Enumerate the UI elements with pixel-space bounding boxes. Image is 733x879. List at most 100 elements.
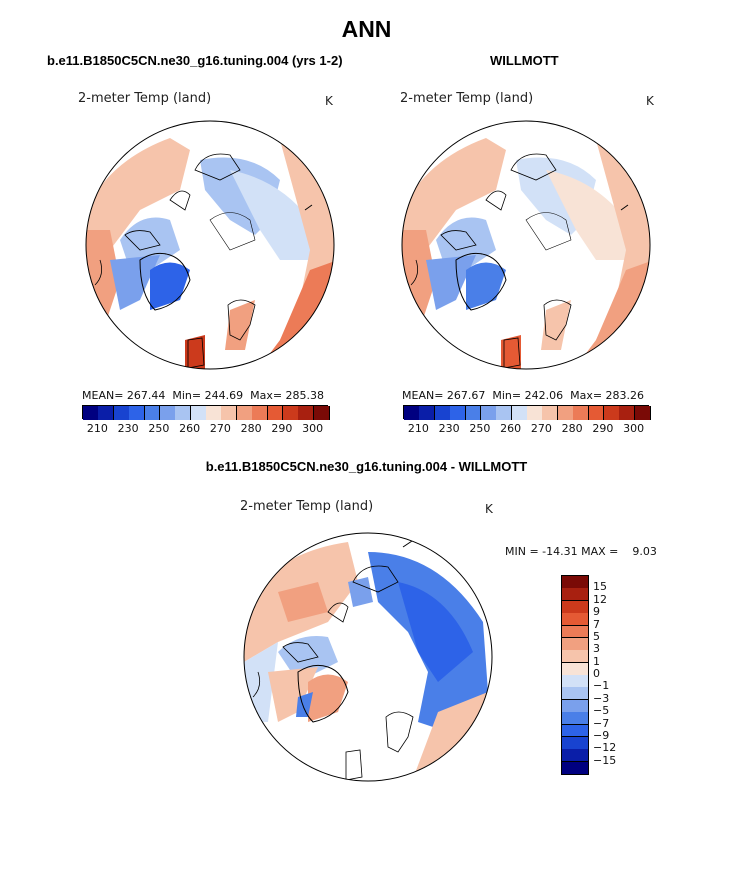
diff-colorbar-tick-label: 9 — [593, 605, 600, 619]
obs-colorbar-swatch — [404, 406, 420, 420]
obs-colorbar-tick-label: 210 — [407, 422, 429, 435]
model-colorbar-tick-label: 300 — [302, 422, 324, 435]
model-colorbar-swatch — [159, 406, 176, 420]
model-polar-map — [85, 120, 335, 370]
diff-colorbar-tick-label: −9 — [593, 728, 610, 742]
diff-units-label: K — [485, 502, 493, 516]
diff-colorbar-swatch — [562, 600, 588, 614]
model-colorbar-swatch — [83, 406, 99, 420]
obs-colorbar-swatch — [496, 406, 513, 420]
model-colorbar-swatch — [113, 406, 130, 420]
model-variable-title: 2-meter Temp (land) — [78, 91, 212, 106]
diff-colorbar-tick-label: −12 — [593, 741, 617, 755]
model-colorbar-swatch — [236, 406, 253, 420]
diff-colorbar-tick-label: 7 — [593, 617, 600, 631]
model-colorbar-tick-label: 230 — [117, 422, 139, 435]
diff-colorbar-tick-label: −1 — [593, 679, 610, 693]
model-colorbar-tick-label: 290 — [271, 422, 293, 435]
model-colorbar-swatch — [313, 406, 330, 420]
diff-stats-label: MIN = -14.31 MAX = 9.03 — [505, 545, 657, 558]
diff-colorbar-tick-label: 5 — [593, 629, 600, 643]
model-colorbar-swatch — [129, 406, 145, 420]
diff-colorbar-swatch — [562, 761, 588, 775]
obs-colorbar-ticks: 210 230 250 260 270 280 290 300 — [403, 422, 649, 436]
model-stats-label: MEAN= 267.44 Min= 244.69 Max= 285.38 — [82, 389, 325, 402]
diff-colorbar-swatch — [562, 687, 588, 701]
obs-colorbar-swatch — [511, 406, 528, 420]
obs-colorbar-swatch — [480, 406, 497, 420]
diff-colorbar-swatch — [562, 625, 588, 639]
model-colorbar-swatch — [144, 406, 161, 420]
diff-colorbar-tick-label: −5 — [593, 704, 610, 718]
obs-colorbar-swatch — [527, 406, 543, 420]
obs-variable-title: 2-meter Temp (land) — [400, 91, 534, 106]
obs-colorbar-swatch — [619, 406, 636, 420]
diff-colorbar-tick-label: −3 — [593, 691, 610, 705]
diff-colorbar-swatch — [562, 637, 588, 651]
model-colorbar-tick-label: 270 — [209, 422, 231, 435]
diff-colorbar-tick-label: −7 — [593, 716, 610, 730]
diff-colorbar-swatch — [562, 724, 588, 738]
model-colorbar-swatch — [175, 406, 192, 420]
model-colorbar-swatch — [221, 406, 238, 420]
diff-colorbar-swatch — [562, 662, 588, 676]
diff-colorbar-swatch — [562, 613, 588, 626]
model-colorbar-tick-label: 210 — [86, 422, 108, 435]
model-colorbar-swatch — [298, 406, 315, 420]
obs-colorbar — [403, 405, 651, 420]
obs-colorbar-tick-label: 290 — [592, 422, 614, 435]
obs-polar-map — [401, 120, 651, 370]
obs-colorbar-tick-label: 280 — [561, 422, 583, 435]
diff-colorbar-tick-label: 12 — [593, 592, 607, 606]
obs-colorbar-tick-label: 300 — [623, 422, 645, 435]
diff-colorbar-swatch — [562, 588, 588, 602]
diff-variable-title: 2-meter Temp (land) — [240, 499, 374, 514]
obs-colorbar-swatch — [573, 406, 589, 420]
model-colorbar-swatch — [206, 406, 222, 420]
obs-colorbar-swatch — [450, 406, 466, 420]
diff-colorbar-swatch — [562, 749, 588, 763]
model-colorbar-swatch — [190, 406, 207, 420]
model-colorbar-swatch — [252, 406, 268, 420]
obs-colorbar-swatch — [542, 406, 559, 420]
diff-polar-map — [243, 532, 493, 782]
model-colorbar-ticks: 210 230 250 260 270 280 290 300 — [82, 422, 328, 436]
obs-colorbar-swatch — [603, 406, 620, 420]
obs-colorbar-swatch — [634, 406, 651, 420]
diff-case-title: b.e11.B1850C5CN.ne30_g16.tuning.004 - WI… — [205, 459, 528, 474]
diff-colorbar-swatch — [562, 736, 588, 750]
obs-stats-label: MEAN= 267.67 Min= 242.06 Max= 283.26 — [402, 389, 645, 402]
obs-colorbar-tick-label: 270 — [530, 422, 552, 435]
obs-colorbar-swatch — [588, 406, 605, 420]
model-colorbar — [82, 405, 330, 420]
obs-colorbar-tick-label: 250 — [469, 422, 491, 435]
diff-colorbar-ticks: 15 12 9 7 5 3 1 0 −1 −3 −5 −7 −9 −12 −15 — [593, 575, 633, 775]
diff-colorbar-swatch — [562, 650, 588, 664]
diff-colorbar-tick-label: 1 — [593, 654, 600, 668]
obs-colorbar-tick-label: 230 — [438, 422, 460, 435]
diff-colorbar-swatch — [562, 576, 588, 589]
diff-colorbar-tick-label: −15 — [593, 753, 617, 767]
obs-colorbar-swatch — [557, 406, 574, 420]
obs-colorbar-swatch — [465, 406, 482, 420]
model-colorbar-tick-label: 250 — [148, 422, 170, 435]
model-colorbar-tick-label: 260 — [179, 422, 201, 435]
obs-colorbar-swatch — [419, 406, 436, 420]
obs-colorbar-swatch — [434, 406, 451, 420]
model-case-title: b.e11.B1850C5CN.ne30_g16.tuning.004 (yrs… — [47, 53, 343, 68]
diff-colorbar-tick-label: 15 — [593, 580, 607, 594]
page-title: ANN — [341, 16, 392, 42]
diff-colorbar — [561, 575, 589, 775]
model-colorbar-tick-label: 280 — [240, 422, 262, 435]
obs-colorbar-tick-label: 260 — [500, 422, 522, 435]
model-colorbar-swatch — [98, 406, 115, 420]
obs-units-label: K — [646, 94, 654, 108]
model-colorbar-swatch — [282, 406, 299, 420]
diff-colorbar-swatch — [562, 712, 588, 725]
model-units-label: K — [325, 94, 333, 108]
diff-colorbar-swatch — [562, 699, 588, 713]
model-colorbar-swatch — [267, 406, 284, 420]
diff-colorbar-tick-label: 0 — [593, 667, 600, 680]
obs-case-title: WILLMOTT — [490, 53, 559, 68]
diff-colorbar-tick-label: 3 — [593, 642, 600, 656]
